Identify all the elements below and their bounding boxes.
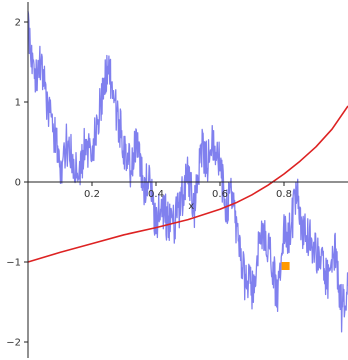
series-line-noisy — [27, 11, 348, 333]
x-tick-label: 0.2 — [84, 189, 100, 200]
y-tick-label: −1 — [6, 258, 21, 269]
x-axis-label: x — [188, 201, 194, 212]
highlight-point — [281, 262, 290, 270]
y-tick-label: 2 — [15, 18, 21, 29]
y-tick-label: −2 — [6, 338, 21, 349]
y-tick-label: 1 — [15, 98, 21, 109]
x-tick-label: 0.4 — [148, 189, 164, 200]
x-tick-label: 0.8 — [276, 189, 292, 200]
x-tick-label: 0.6 — [212, 189, 228, 200]
series-line-smooth — [27, 105, 348, 263]
y-tick-label: 0 — [15, 178, 21, 189]
